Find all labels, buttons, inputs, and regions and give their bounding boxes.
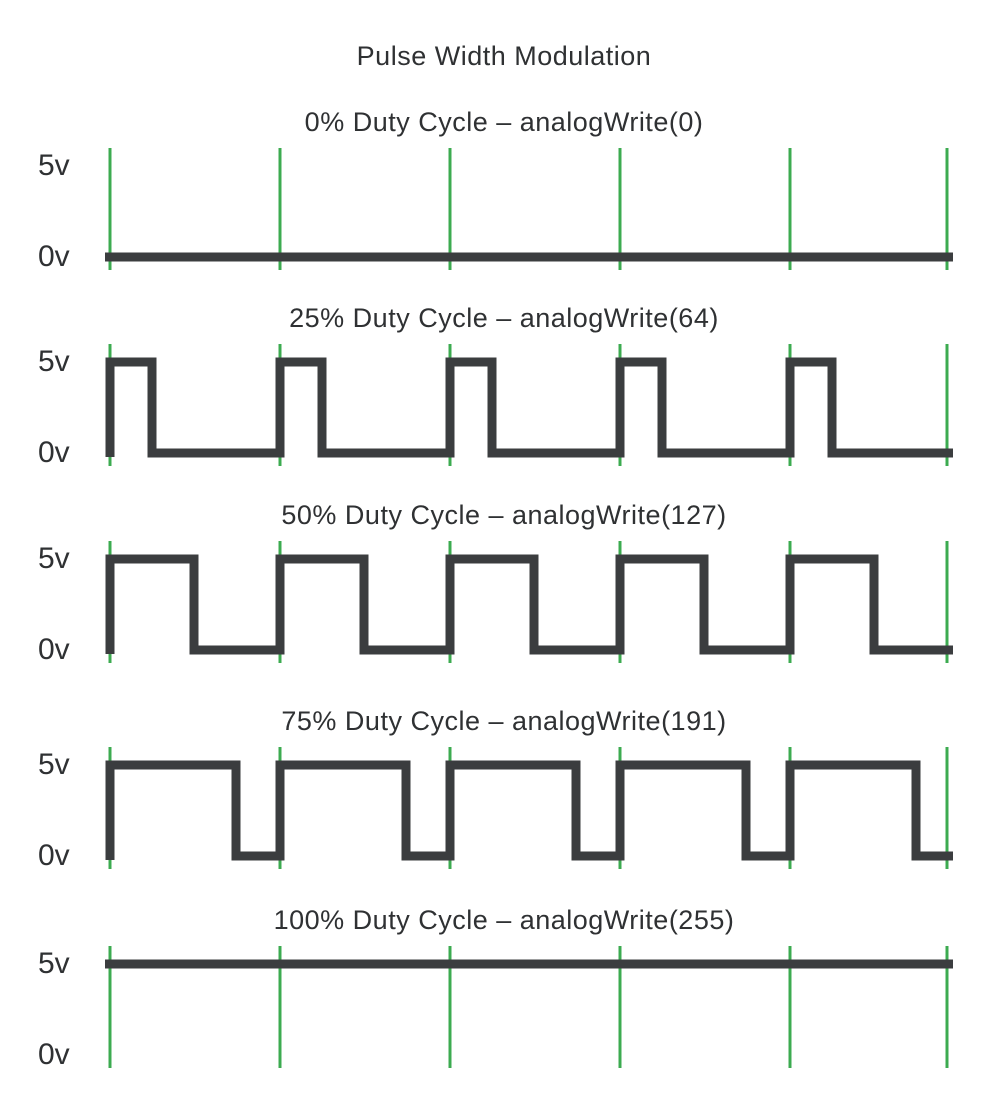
panel-title: 100% Duty Cycle – analogWrite(255) bbox=[273, 905, 735, 935]
waveform-plot bbox=[105, 344, 953, 466]
panel-title: 0% Duty Cycle – analogWrite(0) bbox=[304, 107, 704, 137]
y-axis-label-5v: 5v bbox=[38, 149, 70, 182]
pwm-panel-75-percent: 75% Duty Cycle – analogWrite(191) 5v 0v bbox=[0, 697, 1008, 899]
y-axis-label-5v: 5v bbox=[38, 947, 70, 980]
waveform-plot bbox=[105, 148, 953, 270]
y-axis-label-0v: 0v bbox=[38, 839, 70, 872]
panel-title: 75% Duty Cycle – analogWrite(191) bbox=[281, 706, 727, 736]
pwm-panel-50-percent: 50% Duty Cycle – analogWrite(127) 5v 0v bbox=[0, 491, 1008, 693]
pwm-panel-25-percent: 25% Duty Cycle – analogWrite(64) 5v 0v bbox=[0, 294, 1008, 496]
waveform-plot bbox=[105, 946, 953, 1068]
pwm-square-wave bbox=[105, 760, 953, 861]
y-axis-label-0v: 0v bbox=[38, 1038, 70, 1071]
pwm-square-wave bbox=[105, 357, 953, 458]
y-axis-label-5v: 5v bbox=[38, 542, 70, 575]
y-axis-label-5v: 5v bbox=[38, 345, 70, 378]
pwm-panel-0-percent: 0% Duty Cycle – analogWrite(0) 5v 0v bbox=[0, 98, 1008, 300]
page-title: Pulse Width Modulation bbox=[356, 41, 652, 71]
waveform-plot bbox=[105, 541, 953, 663]
y-axis-label-0v: 0v bbox=[38, 240, 70, 273]
pwm-panel-100-percent: 100% Duty Cycle – analogWrite(255) 5v 0v bbox=[0, 896, 1008, 1098]
panel-title: 25% Duty Cycle – analogWrite(64) bbox=[289, 303, 719, 333]
y-axis-label-0v: 0v bbox=[38, 436, 70, 469]
y-axis-label-5v: 5v bbox=[38, 748, 70, 781]
y-axis-label-0v: 0v bbox=[38, 633, 70, 666]
pwm-square-wave bbox=[105, 554, 953, 655]
panel-title: 50% Duty Cycle – analogWrite(127) bbox=[281, 500, 727, 530]
waveform-plot bbox=[105, 747, 953, 869]
